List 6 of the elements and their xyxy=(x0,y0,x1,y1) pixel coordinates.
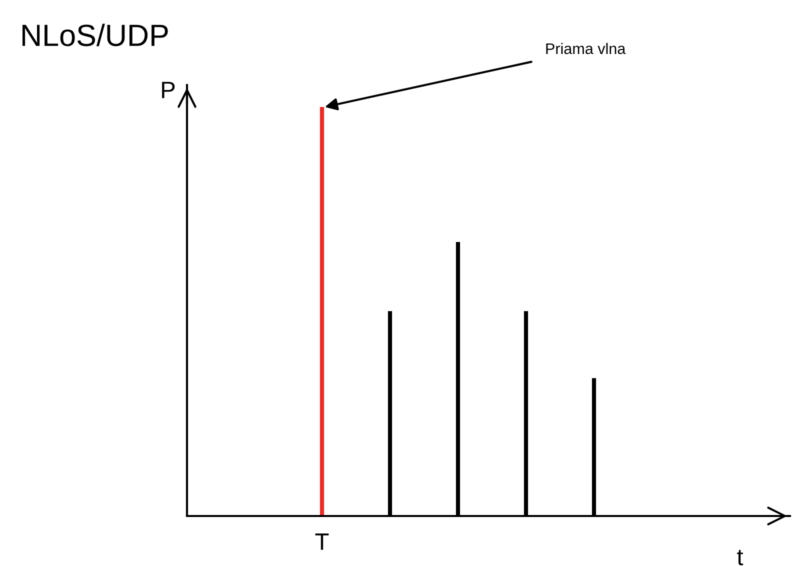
chart-title: NLoS/UDP xyxy=(22,24,168,46)
x-tick-label: T xyxy=(315,534,329,550)
x-axis-title: t xyxy=(737,550,744,566)
bar xyxy=(320,107,324,516)
y-axis-title: P xyxy=(162,82,175,98)
annotation: Priama vlna xyxy=(546,42,626,54)
